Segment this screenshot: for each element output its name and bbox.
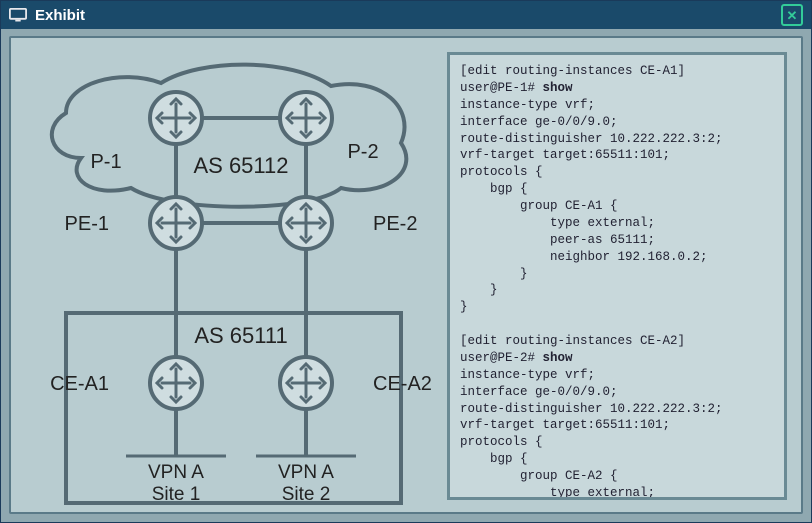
close-button[interactable]: ✕ xyxy=(781,4,803,26)
router-p1 xyxy=(150,92,202,144)
label-cea1: CE-A1 xyxy=(50,373,109,395)
b2-l7: group CE-A2 { xyxy=(460,469,618,483)
b1-cmd: show xyxy=(543,81,573,95)
b1-l5: protocols { xyxy=(460,165,543,179)
label-p2: P-2 xyxy=(347,141,378,163)
label-pe1: PE-1 xyxy=(65,213,109,235)
exhibit-window: Exhibit ✕ xyxy=(0,0,812,523)
b2-l6: bgp { xyxy=(460,452,528,466)
router-cea1 xyxy=(150,357,202,409)
router-pe1 xyxy=(150,197,202,249)
router-pe2 xyxy=(280,197,332,249)
b2-l2: interface ge-0/0/9.0; xyxy=(460,385,618,399)
b1-l13: } xyxy=(460,300,468,314)
b2-cmd: show xyxy=(543,351,573,365)
label-box-as: AS 65111 xyxy=(194,323,287,348)
config-output: [edit routing-instances CE-A1] user@PE-1… xyxy=(447,52,787,500)
site2-l2: Site 2 xyxy=(282,484,331,505)
b2-l5: protocols { xyxy=(460,435,543,449)
b2-l3: route-distinguisher 10.222.222.3:2; xyxy=(460,402,723,416)
site1-l1: VPN A xyxy=(148,462,204,483)
site2-l1: VPN A xyxy=(278,462,334,483)
b2-l1: instance-type vrf; xyxy=(460,368,595,382)
b1-prompt: user@PE-1# xyxy=(460,81,543,95)
b1-l8: type external; xyxy=(460,216,655,230)
cloud-shape xyxy=(52,65,406,207)
b1-l11: } xyxy=(460,267,528,281)
b1-edit: [edit routing-instances CE-A1] xyxy=(460,64,685,78)
b1-l7: group CE-A1 { xyxy=(460,199,618,213)
b1-l2: interface ge-0/0/9.0; xyxy=(460,115,618,129)
window-title: Exhibit xyxy=(35,7,85,24)
router-cea2 xyxy=(280,357,332,409)
titlebar: Exhibit ✕ xyxy=(1,1,811,29)
b1-l12: } xyxy=(460,283,498,297)
label-cloud-as: AS 65112 xyxy=(193,153,288,178)
monitor-icon xyxy=(9,8,27,22)
router-p2 xyxy=(280,92,332,144)
b1-l6: bgp { xyxy=(460,182,528,196)
label-cea2: CE-A2 xyxy=(373,373,432,395)
b2-l4: vrf-target target:65511:101; xyxy=(460,418,670,432)
close-icon: ✕ xyxy=(787,9,798,22)
b1-l3: route-distinguisher 10.222.222.3:2; xyxy=(460,132,723,146)
label-pe2: PE-2 xyxy=(373,213,417,235)
b1-l10: neighbor 192.168.0.2; xyxy=(460,250,708,264)
b1-l9: peer-as 65111; xyxy=(460,233,655,247)
titlebar-left: Exhibit xyxy=(9,7,85,24)
b2-l8: type external; xyxy=(460,486,655,500)
content-area: P-1 P-2 PE-1 PE-2 CE-A1 CE-A2 AS 65112 A… xyxy=(9,36,803,514)
label-p1: P-1 xyxy=(90,151,121,173)
b2-prompt: user@PE-2# xyxy=(460,351,543,365)
network-diagram: P-1 P-2 PE-1 PE-2 CE-A1 CE-A2 AS 65112 A… xyxy=(11,38,441,512)
b1-l4: vrf-target target:65511:101; xyxy=(460,148,670,162)
b2-edit: [edit routing-instances CE-A2] xyxy=(460,334,685,348)
site1-l2: Site 1 xyxy=(152,484,201,505)
b1-l1: instance-type vrf; xyxy=(460,98,595,112)
